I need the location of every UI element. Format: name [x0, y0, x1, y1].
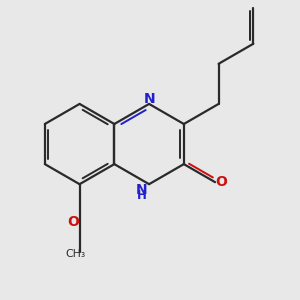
Text: O: O [216, 175, 228, 189]
Text: N: N [136, 182, 148, 197]
Text: CH₃: CH₃ [65, 249, 85, 259]
Text: O: O [67, 215, 79, 229]
Text: N: N [143, 92, 155, 106]
Text: H: H [137, 189, 147, 202]
